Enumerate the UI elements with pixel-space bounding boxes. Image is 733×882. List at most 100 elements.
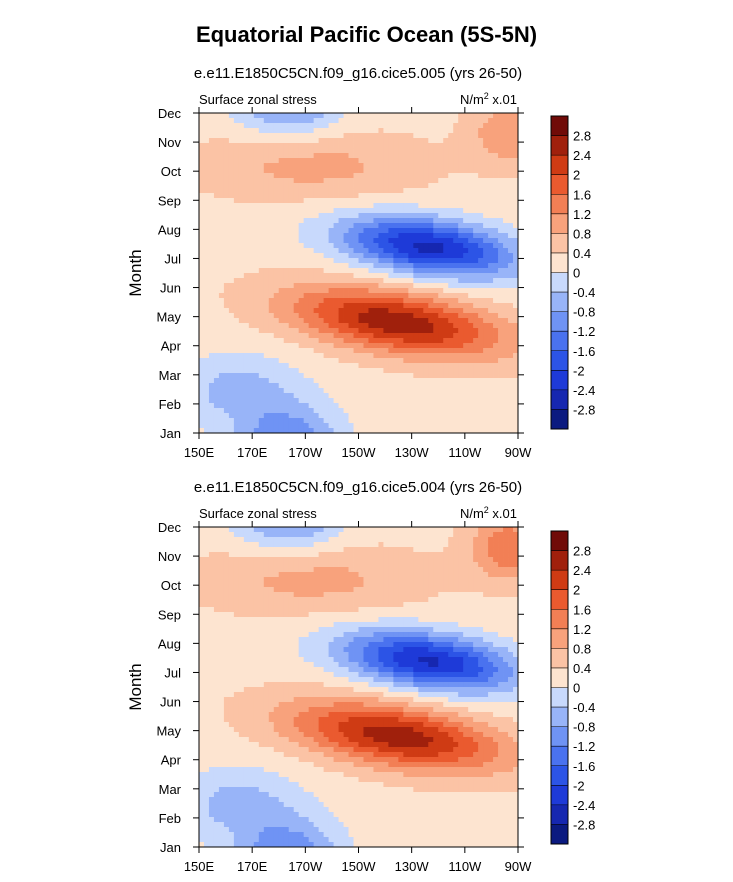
contour-cell	[318, 148, 325, 154]
contour-cell	[508, 408, 514, 414]
contour-cell	[378, 158, 384, 164]
contour-cell	[363, 542, 369, 548]
contour-cell	[233, 223, 240, 229]
contour-cell	[438, 263, 444, 269]
contour-cell	[213, 338, 220, 344]
contour-cell	[343, 577, 349, 583]
contour-cell	[243, 308, 250, 314]
contour-cell	[318, 298, 325, 304]
contour-cell	[378, 193, 384, 199]
contour-cell	[398, 283, 404, 289]
contour-cell	[203, 562, 210, 568]
contour-cell	[323, 113, 329, 119]
contour-cell	[498, 582, 504, 588]
contour-cell	[448, 278, 454, 284]
contour-cell	[453, 253, 459, 259]
contour-cell	[308, 373, 315, 379]
contour-cell	[513, 278, 518, 284]
contour-cell	[303, 193, 310, 199]
contour-cell	[418, 363, 424, 369]
contour-cell	[343, 413, 349, 419]
contour-cell	[303, 203, 310, 209]
contour-cell	[418, 143, 424, 149]
contour-cell	[378, 393, 384, 399]
contour-cell	[403, 313, 409, 319]
contour-cell	[203, 557, 210, 563]
contour-cell	[228, 293, 235, 299]
contour-cell	[298, 348, 305, 354]
contour-cell	[458, 223, 464, 229]
contour-cell	[343, 428, 349, 433]
contour-cell	[338, 233, 344, 239]
contour-cell	[273, 383, 280, 389]
contour-cell	[223, 388, 230, 394]
contour-cell	[218, 248, 225, 254]
contour-cell	[383, 258, 389, 264]
contour-cell	[393, 233, 399, 239]
contour-cell	[313, 283, 320, 289]
contour-cell	[343, 238, 349, 244]
contour-cell	[353, 368, 359, 374]
contour-cell	[373, 388, 379, 394]
contour-cell	[453, 383, 459, 389]
contour-cell	[263, 572, 270, 578]
contour-cell	[438, 298, 444, 304]
contour-cell	[243, 153, 250, 159]
contour-cell	[233, 113, 240, 119]
contour-cell	[293, 358, 300, 364]
contour-cell	[353, 193, 359, 199]
contour-cell	[398, 268, 404, 274]
contour-cell	[503, 393, 509, 399]
contour-cell	[483, 288, 489, 294]
contour-cell	[288, 388, 295, 394]
contour-cell	[383, 403, 389, 409]
contour-cell	[353, 542, 359, 548]
contour-cell	[253, 248, 260, 254]
contour-cell	[358, 363, 364, 369]
contour-cell	[273, 193, 280, 199]
contour-cell	[453, 413, 459, 419]
y-tick-label: Jul	[164, 251, 181, 266]
contour-cell	[328, 263, 334, 269]
contour-cell	[468, 418, 474, 424]
contour-cell	[443, 328, 449, 334]
contour-cell	[328, 343, 334, 349]
contour-cell	[393, 193, 399, 199]
contour-cell	[248, 423, 255, 429]
contour-cell	[258, 218, 265, 224]
contour-cell	[438, 118, 444, 124]
contour-cell	[508, 552, 514, 558]
contour-cell	[218, 263, 225, 269]
figure-title: Equatorial Pacific Ocean (5S-5N)	[195, 22, 538, 47]
contour-cell	[498, 283, 504, 289]
contour-cell	[433, 537, 439, 543]
contour-cell	[233, 263, 240, 269]
contour-cell	[353, 537, 359, 543]
contour-cell	[393, 323, 399, 329]
contour-cell	[348, 238, 354, 244]
contour-cell	[228, 238, 235, 244]
contour-cell	[199, 308, 205, 314]
contour-cell	[398, 328, 404, 334]
contour-cell	[508, 403, 514, 409]
contour-cell	[203, 158, 210, 164]
contour-cell	[463, 303, 469, 309]
contour-cell	[498, 338, 504, 344]
contour-cell	[353, 547, 359, 553]
contour-cell	[393, 183, 399, 189]
contour-cell	[358, 218, 364, 224]
contour-cell	[223, 358, 230, 364]
contour-cell	[443, 283, 449, 289]
contour-cell	[273, 178, 280, 184]
contour-cell	[308, 203, 315, 209]
contour-cell	[493, 527, 499, 533]
contour-cell	[413, 153, 419, 159]
contour-cell	[348, 213, 354, 219]
contour-cell	[263, 532, 270, 538]
contour-cell	[458, 188, 464, 194]
contour-cell	[338, 328, 344, 334]
contour-cell	[238, 298, 245, 304]
contour-cell	[263, 423, 270, 429]
contour-cell	[403, 348, 409, 354]
contour-cell	[438, 273, 444, 279]
